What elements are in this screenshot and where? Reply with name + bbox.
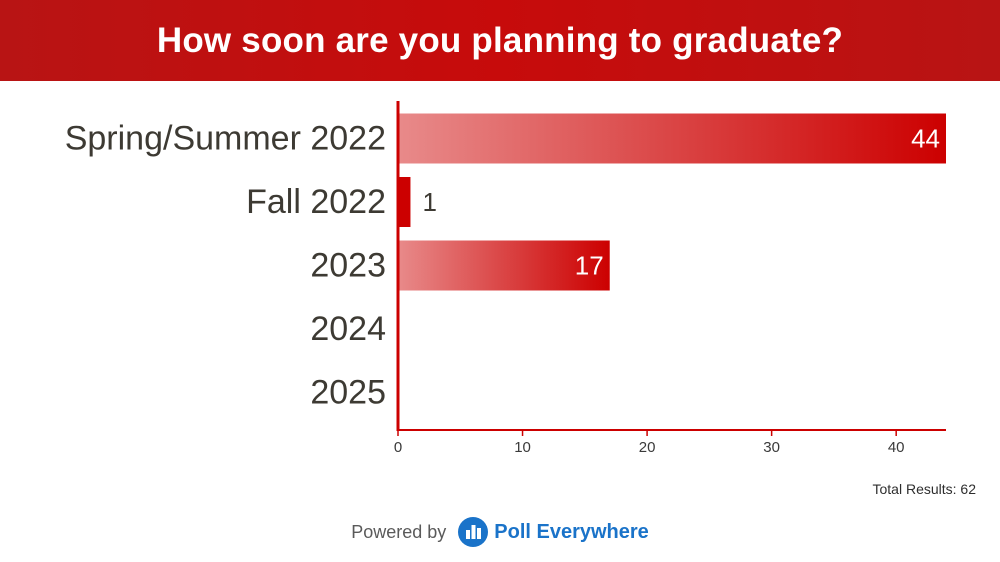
value-label-spring-summer-2022: 44	[911, 124, 940, 154]
page-title: How soon are you planning to graduate?	[156, 20, 844, 60]
x-tick-label: 30	[763, 439, 780, 456]
footer: Powered by Poll Everywhere	[0, 514, 1000, 550]
bar-fall-2022	[398, 177, 411, 227]
poll-everywhere-brand: Poll Everywhere	[494, 520, 649, 543]
category-label-2024: 2024	[310, 310, 386, 348]
total-results: Total Results: 62	[872, 481, 977, 497]
bar-2023	[398, 240, 610, 291]
powered-by-label: Powered by	[351, 521, 447, 542]
category-label-spring-summer-2022: Spring/Summer 2022	[65, 120, 386, 158]
category-label-2023: 2023	[310, 247, 386, 285]
poll-everywhere-logo-icon	[458, 517, 489, 547]
x-tick-label: 20	[639, 439, 656, 456]
x-tick-label: 40	[888, 439, 905, 456]
x-tick-label: 10	[514, 439, 531, 456]
bar-spring-summer-2022	[398, 113, 946, 164]
value-label-fall-2022: 1	[422, 187, 436, 217]
value-label-2023: 17	[575, 251, 604, 281]
title-banner: How soon are you planning to graduate?	[0, 0, 1000, 81]
category-label-fall-2022: Fall 2022	[246, 183, 386, 221]
x-tick-label: 0	[394, 439, 402, 456]
category-label-2025: 2025	[310, 374, 386, 412]
